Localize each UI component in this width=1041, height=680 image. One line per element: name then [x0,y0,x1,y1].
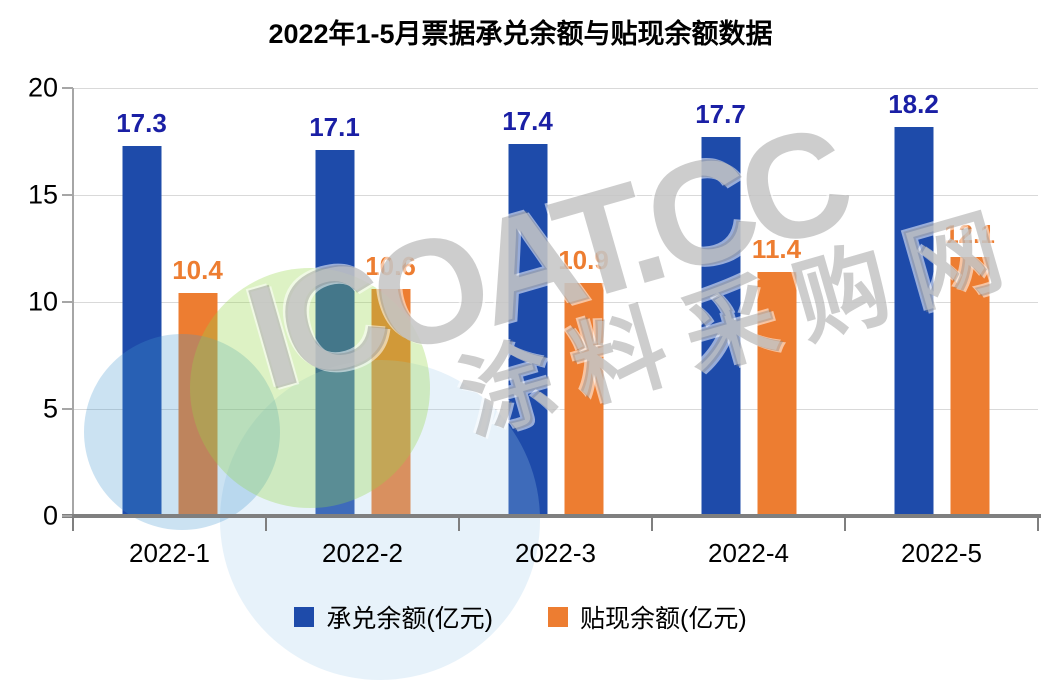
legend-swatch-tiexian [548,607,568,627]
bar-groups: 17.3 10.4 17.1 10.6 17.4 10.9 17.7 11.4 18.2 12.1 [73,88,1038,516]
watermark-circle-green [190,268,430,508]
legend-label-tiexian: 贴现余额(亿元) [580,605,747,633]
bar-data-label-2022-3-series-1: 10.9 [558,244,609,275]
legend-item-tiexian: 贴现余额(亿元) [548,599,747,635]
gridline-y-10 [73,302,1038,303]
bar-pair-2022-4: 17.7 11.4 [695,88,801,516]
bar-2022-3-series-0: 17.4 [502,106,553,516]
y-axis-tick-label-0: 0 [42,500,58,531]
x-axis-tick-mark-0 [72,514,74,531]
y-axis-tick-label-10: 10 [27,286,58,317]
bar-group-2022-2: 17.1 10.6 [266,88,459,516]
legend: 承兑余额(亿元) 贴现余额(亿元) [0,599,1041,635]
bar-data-label-2022-4-series-1: 11.4 [751,234,802,265]
bar-2022-3-series-1: 10.9 [558,245,609,516]
bar-data-label-2022-5-series-1: 12.1 [944,219,995,250]
y-axis-labels: 0 5 10 15 20 [0,73,58,531]
y-axis-line [72,88,74,516]
x-axis-tick-mark-1 [265,514,267,531]
bar-2022-2-series-1: 10.6 [365,251,416,516]
bar-group-2022-5: 18.2 12.1 [845,88,1038,516]
x-axis-tick-mark-4 [844,514,846,531]
gridline-y-20 [73,88,1038,89]
watermark-circle-blue [84,334,280,530]
x-axis-tick-mark-3 [651,514,653,531]
bar-pair-2022-3: 17.4 10.9 [502,88,609,516]
legend-swatch-chengdui [294,607,315,627]
x-axis-line [62,514,1041,518]
legend-item-chengdui: 承兑余额(亿元) [294,599,493,635]
bar-2022-4-series-0: 17.7 [695,99,746,516]
bar-group-2022-3: 17.4 10.9 [459,88,652,516]
y-axis-tick-mark-15 [62,194,73,196]
bar-data-label-2022-4-series-0: 17.7 [695,99,746,130]
bar-2022-4-series-1: 11.4 [752,234,801,516]
x-axis-label-2022-5: 2022-5 [901,538,982,568]
gridline-y-5 [73,409,1038,410]
bar-data-label-2022-2-series-1: 10.6 [365,251,416,282]
bar-2022-1-series-0: 17.3 [116,108,167,516]
y-axis-tick-label-5: 5 [42,393,58,424]
bar-data-label-2022-1-series-0: 17.3 [116,107,167,138]
x-axis-label-2022-3: 2022-3 [515,538,596,568]
x-axis-label-2022-1: 2022-1 [129,538,210,568]
bar-2022-2-series-0: 17.1 [309,112,360,516]
x-axis-tick-mark-5 [1037,514,1039,531]
bar-data-label-2022-2-series-0: 17.1 [309,112,360,143]
bar-data-label-2022-3-series-0: 17.4 [502,105,553,136]
bar-pair-2022-5: 18.2 12.1 [888,88,995,516]
bar-data-label-2022-5-series-0: 18.2 [888,88,939,119]
bar-pair-2022-2: 17.1 10.6 [309,88,416,516]
x-axis-label-2022-4: 2022-4 [708,538,789,568]
plot-area: 17.3 10.4 17.1 10.6 17.4 10.9 17.7 11.4 18.2 12.1 [73,88,1038,516]
y-axis-tick-mark-20 [62,87,73,89]
bar-2022-1-series-1: 10.4 [172,255,223,516]
bar-data-label-2022-1-series-1: 10.4 [172,255,223,286]
bar-group-2022-4: 17.7 11.4 [652,88,845,516]
x-axis-label-2022-2: 2022-2 [322,538,403,568]
gridline-y-15 [73,195,1038,196]
y-axis-tick-label-15: 15 [27,179,58,210]
y-axis-tick-mark-10 [62,301,73,303]
y-axis-tick-label-20: 20 [27,72,58,103]
watermark-circle-pale-blue [220,360,540,680]
bar-group-2022-1: 17.3 10.4 [73,88,266,516]
legend-label-chengdui: 承兑余额(亿元) [326,605,493,633]
bar-pair-2022-1: 17.3 10.4 [116,88,223,516]
y-axis-tick-mark-5 [62,408,73,410]
bar-2022-5-series-0: 18.2 [888,89,939,516]
bar-2022-5-series-1: 12.1 [944,219,995,516]
y-axis-tick-mark-0 [62,515,73,517]
x-axis-tick-mark-2 [458,514,460,531]
chart-title: 2022年1-5月票据承兑余额与贴现余额数据 [268,19,773,49]
